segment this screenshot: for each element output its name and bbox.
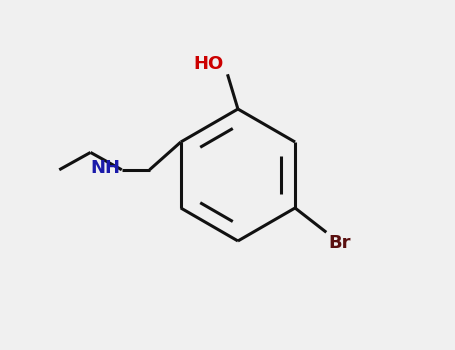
Text: Br: Br [328,234,350,252]
Text: NH: NH [90,159,120,177]
Text: HO: HO [194,55,224,72]
